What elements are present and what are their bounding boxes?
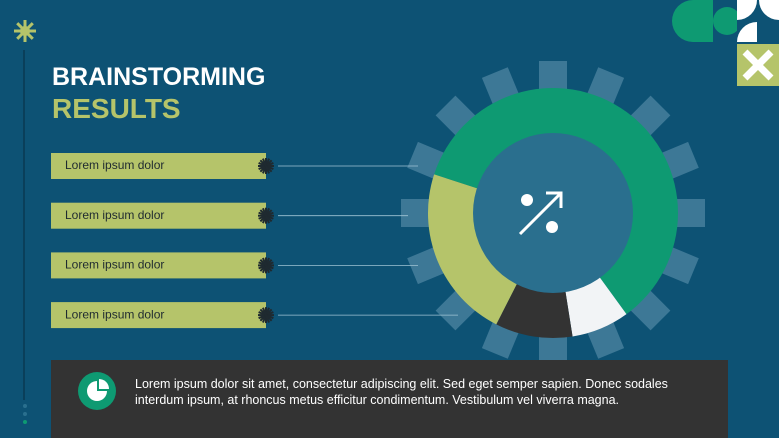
pie-icon-slice	[99, 379, 109, 389]
legend-burst	[258, 307, 274, 324]
burst-ray	[262, 207, 270, 224]
legend-burst	[258, 207, 274, 224]
pie-icon	[87, 381, 107, 401]
legend-burst	[258, 257, 274, 274]
footer-text: interdum ipsum, at rhoncus metus efficit…	[135, 393, 619, 407]
donut-segment	[428, 174, 518, 325]
burst-ray	[262, 307, 270, 323]
legend-label: Lorem ipsum dolor	[65, 258, 164, 272]
legend-box	[51, 302, 266, 329]
burst-ray	[262, 158, 270, 174]
legend-box	[51, 153, 266, 179]
subtitle: RESULTS	[52, 93, 181, 124]
footer-text: Lorem ipsum dolor sit amet, consectetur …	[135, 377, 668, 391]
legend-label: Lorem ipsum dolor	[65, 208, 164, 222]
legend: Lorem ipsum dolor Lorem ipsum dolor Lorem …	[51, 153, 458, 329]
donut-center	[473, 133, 633, 293]
legend-burst	[258, 158, 274, 174]
star-icon	[14, 20, 36, 42]
burst-ray	[262, 257, 270, 274]
donut-segment	[565, 276, 627, 337]
legend-box	[51, 252, 266, 279]
legend-label: Lorem ipsum dolor	[65, 307, 164, 321]
legend-box	[51, 202, 266, 229]
corner-decor	[672, 0, 779, 86]
side-dots	[23, 404, 27, 424]
legend-label: Lorem ipsum dolor	[65, 158, 164, 172]
donut-segment	[496, 282, 573, 338]
percent-icon	[518, 191, 563, 236]
footer-box	[51, 360, 728, 438]
title: BRAINSTORMING	[52, 63, 265, 91]
